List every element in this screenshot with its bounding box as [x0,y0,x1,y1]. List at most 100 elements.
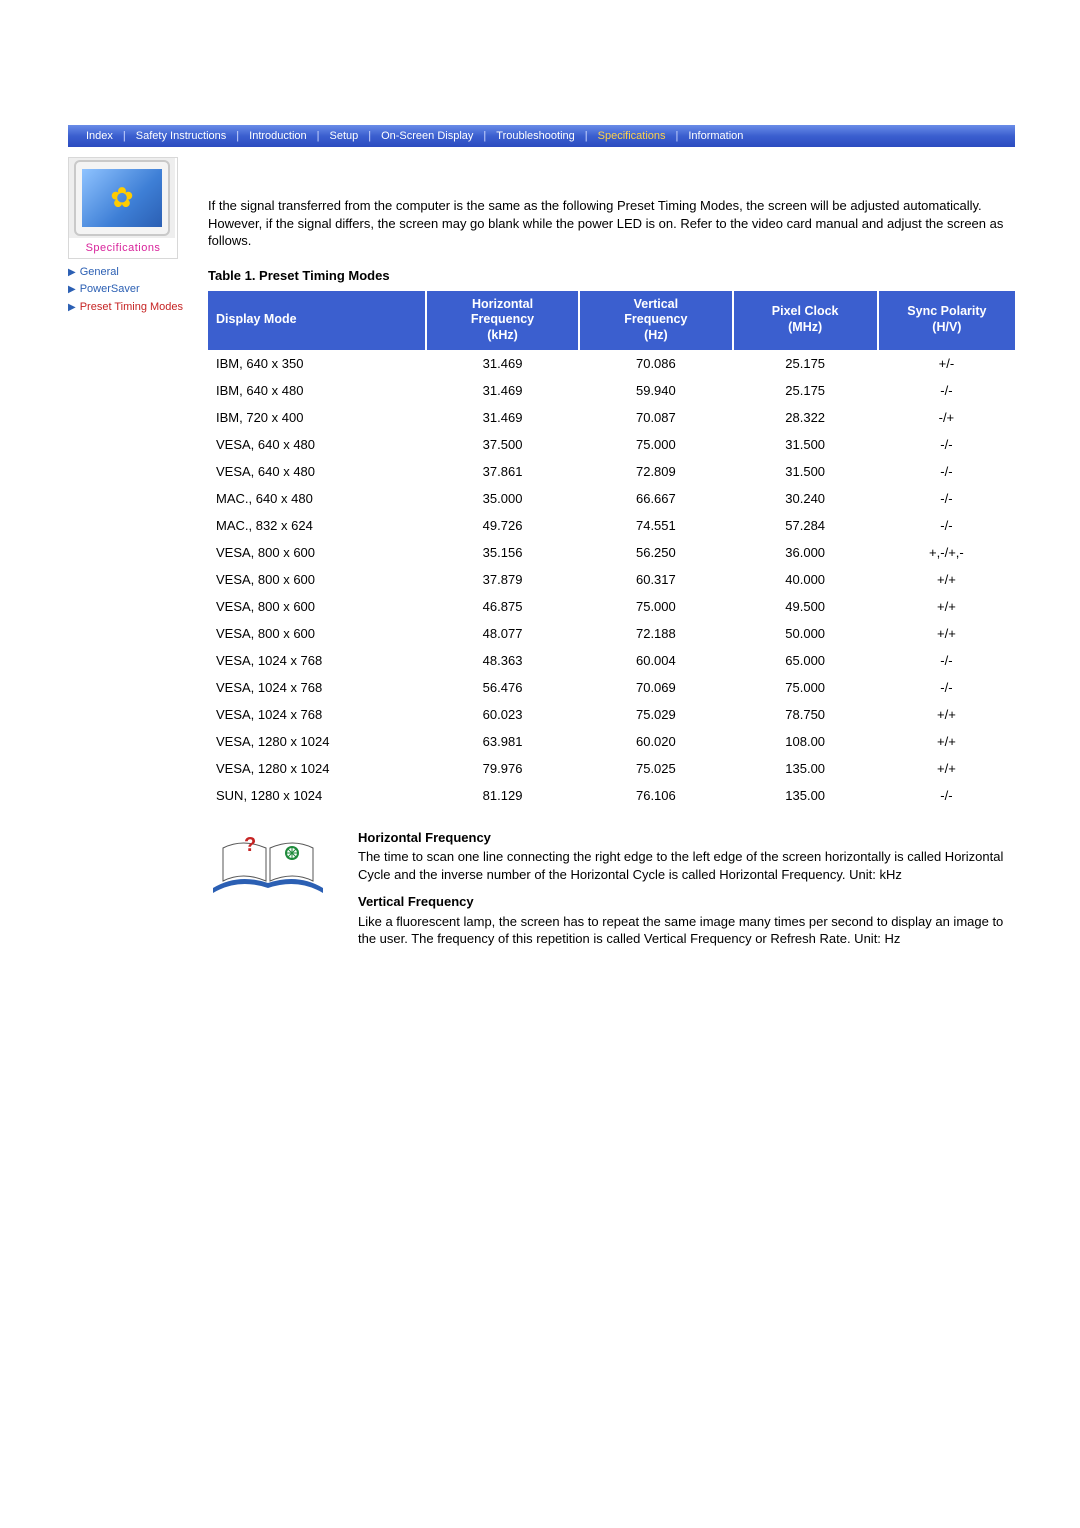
table-cell: 37.879 [426,566,579,593]
nav-item[interactable]: Information [680,130,751,142]
table-cell: -/- [878,782,1015,809]
table-cell: 35.000 [426,485,579,512]
table-cell: MAC., 640 x 480 [208,485,426,512]
sidebar-link-label: PowerSaver [80,282,140,296]
sidebar-links: ▶General▶PowerSaver▶Preset Timing Modes [68,265,198,314]
table-cell: VESA, 800 x 600 [208,620,426,647]
table-cell: 60.023 [426,701,579,728]
svg-text:?: ? [244,834,256,856]
table-header: Display Mode [208,291,426,350]
table-row: VESA, 800 x 60046.87575.00049.500+/+ [208,593,1015,620]
nav-item[interactable]: Specifications [590,130,674,142]
top-nav: Index|Safety Instructions|Introduction|S… [68,125,1015,147]
table-cell: 46.875 [426,593,579,620]
table-row: VESA, 640 x 48037.86172.80931.500-/- [208,458,1015,485]
intro-text: If the signal transferred from the compu… [208,197,1015,250]
table-header: Pixel Clock(MHz) [733,291,878,350]
table-cell: 31.469 [426,404,579,431]
table-cell: 74.551 [579,512,732,539]
nav-item[interactable]: Introduction [241,130,314,142]
table-cell: 79.976 [426,755,579,782]
table-cell: 31.469 [426,377,579,404]
hfreq-text: The time to scan one line connecting the… [358,848,1015,883]
arrow-icon: ▶ [68,283,76,296]
table-cell: 72.809 [579,458,732,485]
table-row: IBM, 720 x 40031.46970.08728.322-/+ [208,404,1015,431]
table-cell: -/- [878,674,1015,701]
sidebar-link-row[interactable]: ▶General [68,265,198,279]
table-row: IBM, 640 x 35031.46970.08625.175+/- [208,350,1015,377]
nav-item[interactable]: Troubleshooting [488,130,582,142]
sidebar-title: Specifications [69,238,177,256]
table-cell: +/- [878,350,1015,377]
table-cell: MAC., 832 x 624 [208,512,426,539]
table-cell: 25.175 [733,350,878,377]
table-cell: 60.317 [579,566,732,593]
nav-separator: | [234,130,241,142]
table-cell: +/+ [878,566,1015,593]
table-cell: 70.069 [579,674,732,701]
table-cell: -/- [878,485,1015,512]
nav-item[interactable]: Index [78,130,121,142]
table-cell: 36.000 [733,539,878,566]
table-cell: 135.00 [733,755,878,782]
table-cell: VESA, 640 x 480 [208,431,426,458]
main-content: If the signal transferred from the compu… [198,157,1015,958]
table-cell: 60.004 [579,647,732,674]
table-cell: 48.077 [426,620,579,647]
table-cell: 50.000 [733,620,878,647]
table-cell: 30.240 [733,485,878,512]
table-header: VerticalFrequency(Hz) [579,291,732,350]
nav-item[interactable]: On-Screen Display [373,130,481,142]
table-cell: +/+ [878,755,1015,782]
table-row: IBM, 640 x 48031.46959.94025.175-/- [208,377,1015,404]
table-row: VESA, 1280 x 102463.98160.020108.00+/+ [208,728,1015,755]
sidebar-link-row[interactable]: ▶ PowerSaver [68,282,198,296]
table-cell: -/- [878,431,1015,458]
flower-icon: ✿ [110,184,133,212]
hfreq-title: Horizontal Frequency [358,829,1015,847]
book-icon: ? [208,833,328,903]
table-cell: 75.029 [579,701,732,728]
arrow-icon: ▶ [68,301,76,314]
table-row: VESA, 800 x 60035.15656.25036.000+,-/+,- [208,539,1015,566]
table-cell: 72.188 [579,620,732,647]
table-cell: 75.000 [579,431,732,458]
sidebar: ✿ Specifications ▶General▶PowerSaver▶Pre… [68,157,198,958]
table-cell: VESA, 800 x 600 [208,566,426,593]
definitions: ? Horizontal Frequency The time to scan … [208,829,1015,958]
table-cell: 65.000 [733,647,878,674]
monitor-illustration: ✿ [69,158,175,238]
nav-separator: | [674,130,681,142]
table-row: MAC., 832 x 62449.72674.55157.284-/- [208,512,1015,539]
table-row: VESA, 1024 x 76860.02375.02978.750+/+ [208,701,1015,728]
nav-separator: | [315,130,322,142]
table-cell: 28.322 [733,404,878,431]
table-cell: 78.750 [733,701,878,728]
table-cell: 31.469 [426,350,579,377]
table-header: Sync Polarity(H/V) [878,291,1015,350]
table-row: SUN, 1280 x 102481.12976.106135.00-/- [208,782,1015,809]
nav-item[interactable]: Safety Instructions [128,130,235,142]
sidebar-link-label: Preset Timing Modes [80,300,183,314]
table-cell: -/- [878,512,1015,539]
nav-separator: | [366,130,373,142]
table-cell: -/+ [878,404,1015,431]
table-cell: VESA, 1024 x 768 [208,701,426,728]
definitions-icon: ? [208,829,358,958]
table-row: VESA, 640 x 48037.50075.00031.500-/- [208,431,1015,458]
table-cell: 56.250 [579,539,732,566]
table-cell: VESA, 1024 x 768 [208,647,426,674]
nav-item[interactable]: Setup [321,130,366,142]
table-row: VESA, 1280 x 102479.97675.025135.00+/+ [208,755,1015,782]
table-cell: 75.000 [579,593,732,620]
table-cell: +/+ [878,701,1015,728]
sidebar-link-row[interactable]: ▶ Preset Timing Modes [68,300,198,314]
arrow-icon: ▶ [68,266,76,279]
timing-table: Display ModeHorizontalFrequency(kHz)Vert… [208,291,1015,809]
table-cell: -/- [878,647,1015,674]
table-cell: 37.861 [426,458,579,485]
table-row: VESA, 1024 x 76848.36360.00465.000-/- [208,647,1015,674]
vfreq-text: Like a fluorescent lamp, the screen has … [358,913,1015,948]
nav-separator: | [481,130,488,142]
